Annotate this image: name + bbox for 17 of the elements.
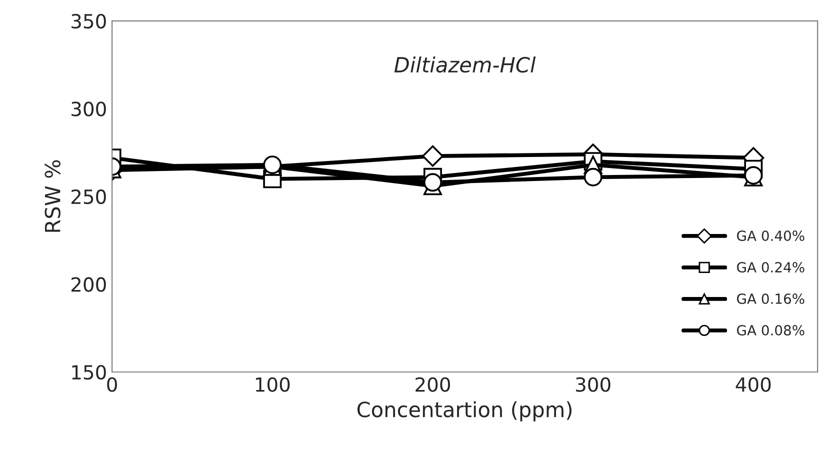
x-axis-title: Concentartion (ppm): [357, 401, 572, 422]
x-tick-label: 100: [256, 377, 290, 392]
legend-label: GA 0.16%: [737, 294, 804, 304]
x-tick-label: 400: [736, 377, 771, 392]
y-tick-label: 150: [72, 364, 106, 380]
x-tick-label: 200: [416, 377, 450, 392]
y-tick-label: 200: [72, 277, 106, 292]
y-tick-label: 300: [72, 102, 106, 116]
x-tick-label: 0: [107, 377, 117, 392]
x-tick-label: 300: [576, 377, 610, 392]
y-axis-title: RSW %: [44, 160, 60, 232]
legend-label: GA 0.40%: [737, 230, 804, 242]
legend-label: GA 0.24%: [737, 262, 804, 273]
y-tick-label: 250: [72, 189, 106, 204]
text: Diltiazem-HCl: [394, 56, 536, 73]
y-tick-label: 350: [72, 14, 106, 29]
legend-label: GA 0.08%: [737, 325, 804, 336]
